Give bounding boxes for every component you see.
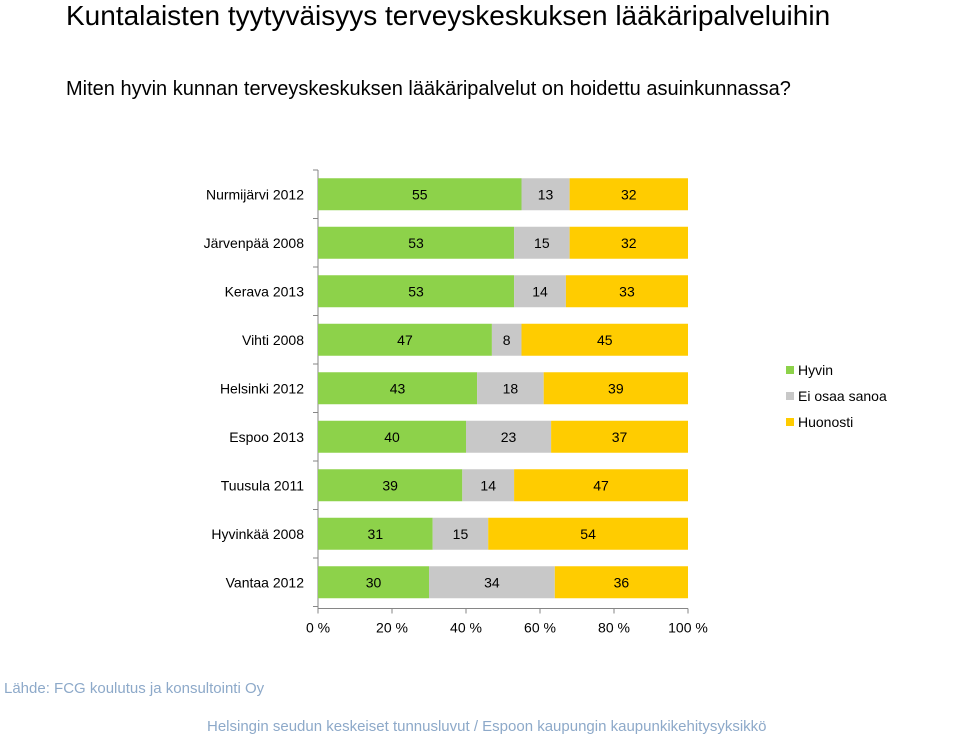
- data-label: 55: [412, 186, 428, 202]
- data-label: 45: [597, 332, 613, 348]
- bar-segment: [488, 517, 688, 550]
- data-label: 23: [501, 429, 517, 445]
- legend-swatch: [786, 418, 794, 426]
- data-label: 33: [619, 283, 635, 299]
- bar-segment: [543, 372, 688, 405]
- legend-label: Hyvin: [798, 362, 833, 378]
- bar-segment: [429, 566, 555, 599]
- legend-label: Ei osaa sanoa: [798, 388, 887, 404]
- bar-segment: [318, 178, 522, 211]
- chart-title: Kuntalaisten tyytyväisyys terveyskeskuks…: [66, 0, 831, 31]
- bar-segment: [318, 420, 466, 453]
- data-label: 47: [593, 477, 609, 493]
- bar-segment: [554, 566, 688, 599]
- bar-segment: [466, 420, 552, 453]
- bar-segment: [318, 566, 429, 599]
- data-label: 32: [621, 186, 637, 202]
- data-label: 47: [397, 332, 413, 348]
- data-label: 18: [503, 380, 519, 396]
- bar-segment: [318, 517, 433, 550]
- data-label: 13: [538, 186, 554, 202]
- data-label: 43: [390, 380, 406, 396]
- data-label: 14: [532, 283, 548, 299]
- x-tick-label: 20 %: [376, 620, 408, 636]
- data-label: 8: [503, 332, 511, 348]
- data-label: 15: [534, 235, 550, 251]
- x-tick-label: 80 %: [598, 620, 630, 636]
- x-tick-label: 40 %: [450, 620, 482, 636]
- bar-segment: [521, 178, 570, 211]
- data-label: 31: [368, 526, 384, 542]
- y-tick-label: Vihti 2008: [242, 332, 304, 348]
- y-tick-label: Helsinki 2012: [220, 380, 304, 396]
- bar-segment: [318, 275, 515, 308]
- bar-segment: [318, 469, 463, 502]
- stacked-bar-chart: 0 % 20 % 40 % 60 % 80 % 100 % Nurmijärvi 2012 5…: [204, 169, 887, 636]
- bar-segment: [569, 178, 688, 211]
- data-label: 36: [614, 574, 630, 590]
- data-label: 14: [480, 477, 496, 493]
- y-tick-label: Kerava 2013: [225, 283, 305, 299]
- bar-segment: [477, 372, 544, 405]
- bar-segment: [551, 420, 688, 453]
- y-tick-label: Nurmijärvi 2012: [206, 186, 304, 202]
- bar-segment: [514, 226, 570, 259]
- bar-segment: [521, 323, 688, 356]
- x-tick-label: 60 %: [524, 620, 556, 636]
- bar-segment: [318, 226, 515, 259]
- data-label: 53: [408, 235, 424, 251]
- y-tick-label: Espoo 2013: [229, 429, 304, 445]
- footer-text: Helsingin seudun keskeiset tunnusluvut /…: [207, 718, 767, 735]
- data-label: 30: [366, 574, 382, 590]
- legend-swatch: [786, 392, 794, 400]
- chart-subtitle: Miten hyvin kunnan terveyskeskuksen lääk…: [66, 78, 791, 100]
- legend-swatch: [786, 366, 794, 374]
- source-note: Lähde: FCG koulutus ja konsultointi Oy: [4, 680, 265, 697]
- y-tick-label: Vantaa 2012: [226, 574, 305, 590]
- bar-segment: [565, 275, 688, 308]
- bar-segment: [569, 226, 688, 259]
- data-label: 40: [384, 429, 400, 445]
- legend-label: Huonosti: [798, 414, 853, 430]
- y-tick-label: Hyvinkää 2008: [211, 526, 304, 542]
- x-tick-label: 0 %: [306, 620, 330, 636]
- bar-segment: [432, 517, 489, 550]
- data-label: 54: [580, 526, 596, 542]
- bar-segment: [491, 323, 522, 356]
- data-label: 37: [612, 429, 628, 445]
- data-label: 39: [608, 380, 624, 396]
- bar-segment: [318, 372, 478, 405]
- data-label: 53: [408, 283, 424, 299]
- y-tick-label: Järvenpää 2008: [204, 235, 305, 251]
- data-label: 39: [382, 477, 398, 493]
- bar-segment: [318, 323, 492, 356]
- bar-segment: [514, 275, 566, 308]
- bar-segment: [462, 469, 515, 502]
- x-tick-label: 100 %: [668, 620, 708, 636]
- y-tick-label: Tuusula 2011: [221, 477, 304, 493]
- bar-segment: [514, 469, 688, 502]
- data-label: 34: [484, 574, 500, 590]
- data-label: 32: [621, 235, 637, 251]
- data-label: 15: [453, 526, 469, 542]
